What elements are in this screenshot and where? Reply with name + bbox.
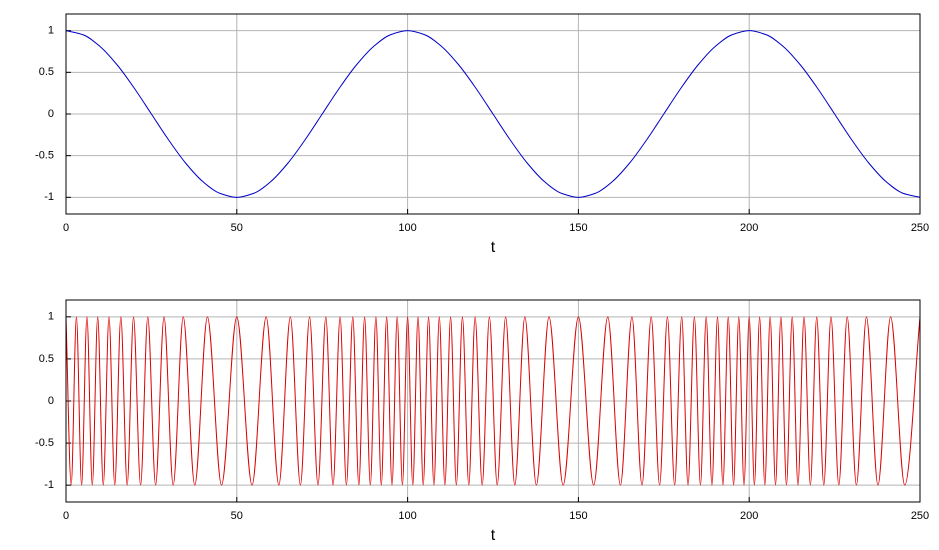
y-tick-label: -0.5	[35, 437, 54, 449]
x-tick-label: 200	[740, 222, 758, 234]
x-tick-label: 0	[63, 222, 69, 234]
y-tick-label: 1	[48, 25, 54, 37]
x-tick-label: 250	[911, 222, 929, 234]
x-axis-label: t	[491, 239, 496, 256]
x-tick-label: 0	[63, 510, 69, 522]
x-tick-label: 150	[569, 222, 587, 234]
y-tick-label: 1	[48, 311, 54, 323]
y-tick-label: -0.5	[35, 150, 54, 162]
plot-frame	[65, 299, 921, 503]
x-tick-label: 50	[231, 222, 243, 234]
x-tick-label: 150	[569, 510, 587, 522]
y-tick-label: 0	[48, 395, 54, 407]
y-tick-label: 0.5	[39, 66, 54, 78]
x-axis-label: t	[491, 527, 496, 544]
line	[65, 316, 921, 486]
x-tick-label: 50	[231, 510, 243, 522]
plot-frame	[65, 13, 921, 215]
x-tick-label: 100	[398, 510, 416, 522]
x-tick-label: 100	[398, 222, 416, 234]
y-tick-label: -1	[44, 479, 54, 491]
x-tick-label: 200	[740, 510, 758, 522]
y-tick-label: 0.5	[39, 353, 54, 365]
y-tick-label: -1	[44, 191, 54, 203]
line	[65, 30, 921, 198]
x-tick-label: 250	[911, 510, 929, 522]
y-tick-label: 0	[48, 108, 54, 120]
